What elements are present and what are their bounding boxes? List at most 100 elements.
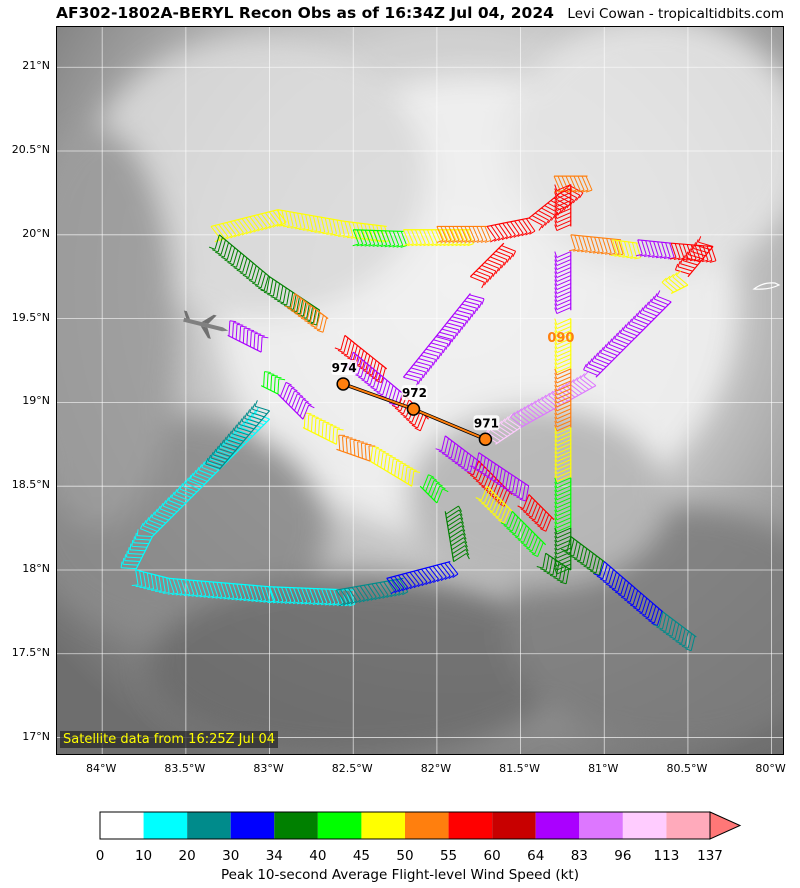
wind-barb xyxy=(578,235,584,251)
wind-barb-flag xyxy=(428,474,435,478)
wind-barb-flag xyxy=(358,376,365,380)
wind-barb xyxy=(390,577,401,590)
colorbar-tick-label: 55 xyxy=(439,848,458,864)
wind-barb-flag xyxy=(705,260,713,263)
wind-barb-flag xyxy=(433,479,440,484)
wind-barb-flag xyxy=(675,641,682,644)
wind-barb xyxy=(229,221,240,234)
wind-barb xyxy=(556,251,571,259)
flight-leg xyxy=(469,242,517,289)
wind-barb xyxy=(421,568,432,582)
wind-barb xyxy=(452,545,466,555)
flight-leg xyxy=(661,270,689,294)
wind-barb xyxy=(534,539,541,554)
leg-segment xyxy=(386,561,451,579)
wind-barb-flag xyxy=(425,368,429,375)
wind-barb xyxy=(363,584,373,599)
wind-barb xyxy=(342,436,345,452)
wind-barb xyxy=(556,287,571,295)
wind-barb-flag xyxy=(275,223,282,226)
wind-barb xyxy=(232,322,234,338)
leg-segment xyxy=(277,209,345,222)
wind-barb xyxy=(624,241,630,257)
wind-barb xyxy=(124,560,140,563)
center-fix-marker[interactable] xyxy=(336,377,350,391)
wind-barb-flag xyxy=(585,361,590,368)
wind-barb xyxy=(556,513,571,521)
wind-barb-flag xyxy=(667,257,675,260)
wind-barb xyxy=(269,278,274,294)
leg-segment xyxy=(344,334,388,370)
wind-barb-flag xyxy=(554,424,558,432)
wind-barb xyxy=(336,219,341,235)
wind-barb xyxy=(139,570,143,587)
wind-barb-flag xyxy=(665,633,673,637)
wind-barb-flag xyxy=(235,597,242,601)
wind-barb-flag xyxy=(498,519,505,524)
wind-barb xyxy=(340,589,350,603)
wind-barb xyxy=(301,587,308,603)
wind-barb xyxy=(430,229,438,244)
wind-barb-flag xyxy=(435,448,442,452)
wind-barb xyxy=(447,517,461,527)
wind-barb xyxy=(556,350,571,358)
wind-barb-flag xyxy=(561,548,568,552)
wind-barb-flag xyxy=(413,470,421,473)
wind-barb xyxy=(527,407,541,418)
wind-barb-flag xyxy=(316,602,324,606)
center-fix-marker[interactable] xyxy=(478,432,493,447)
wind-barb xyxy=(204,581,211,596)
wind-barb xyxy=(143,525,158,532)
wind-barb xyxy=(441,435,446,451)
wind-barb-flag xyxy=(554,563,558,571)
wind-barb-flag xyxy=(255,599,262,603)
recon-map[interactable]: 974 972 971 090 xyxy=(56,26,784,755)
flight-leg xyxy=(275,209,390,243)
wind-barb-flag xyxy=(122,557,125,565)
wind-barb-flag xyxy=(263,291,271,295)
wind-barb xyxy=(317,588,324,604)
wind-barb xyxy=(556,509,571,517)
wind-barb xyxy=(256,585,263,601)
wind-barb xyxy=(489,494,497,510)
wind-barb xyxy=(450,537,465,547)
wind-barb xyxy=(517,522,524,537)
wind-barb xyxy=(427,480,435,495)
colorbar-tick-label: 20 xyxy=(178,848,196,864)
wind-barb-flag xyxy=(192,469,197,476)
wind-barb xyxy=(201,466,217,474)
wind-barb-flag xyxy=(352,243,359,247)
wind-barb xyxy=(314,418,317,434)
wind-barb xyxy=(208,581,215,597)
flight-leg xyxy=(302,412,344,445)
wind-barb-flag xyxy=(405,585,412,591)
wind-barb-flag xyxy=(554,350,558,357)
wind-barb-flag xyxy=(554,259,558,266)
wind-barb xyxy=(426,229,434,244)
wind-barb xyxy=(302,301,307,317)
wind-barb xyxy=(296,298,302,314)
center-fix-marker[interactable] xyxy=(406,402,421,416)
wind-barb-flag xyxy=(257,227,264,232)
wind-barb xyxy=(272,281,277,297)
wind-barb-flag xyxy=(614,254,621,257)
wind-barb xyxy=(650,605,657,621)
wind-barb-flag xyxy=(464,545,469,552)
wind-barb-flag xyxy=(400,462,407,465)
wind-barb-flag xyxy=(517,539,524,543)
wind-barb-flag xyxy=(251,282,259,286)
wind-barb xyxy=(656,295,672,303)
wind-barb xyxy=(222,223,233,236)
leg-segment xyxy=(687,246,714,278)
wind-barb xyxy=(436,488,444,504)
wind-barb-flag xyxy=(413,583,420,589)
wind-barb xyxy=(645,307,661,314)
wind-barb xyxy=(556,420,571,428)
wind-barb xyxy=(445,505,459,515)
wind-barb-flag xyxy=(529,230,536,235)
wind-barb xyxy=(368,230,376,245)
wind-barb xyxy=(172,578,179,594)
wind-barb xyxy=(534,212,549,221)
wind-barb-flag xyxy=(420,374,424,382)
wind-barb xyxy=(556,216,571,223)
